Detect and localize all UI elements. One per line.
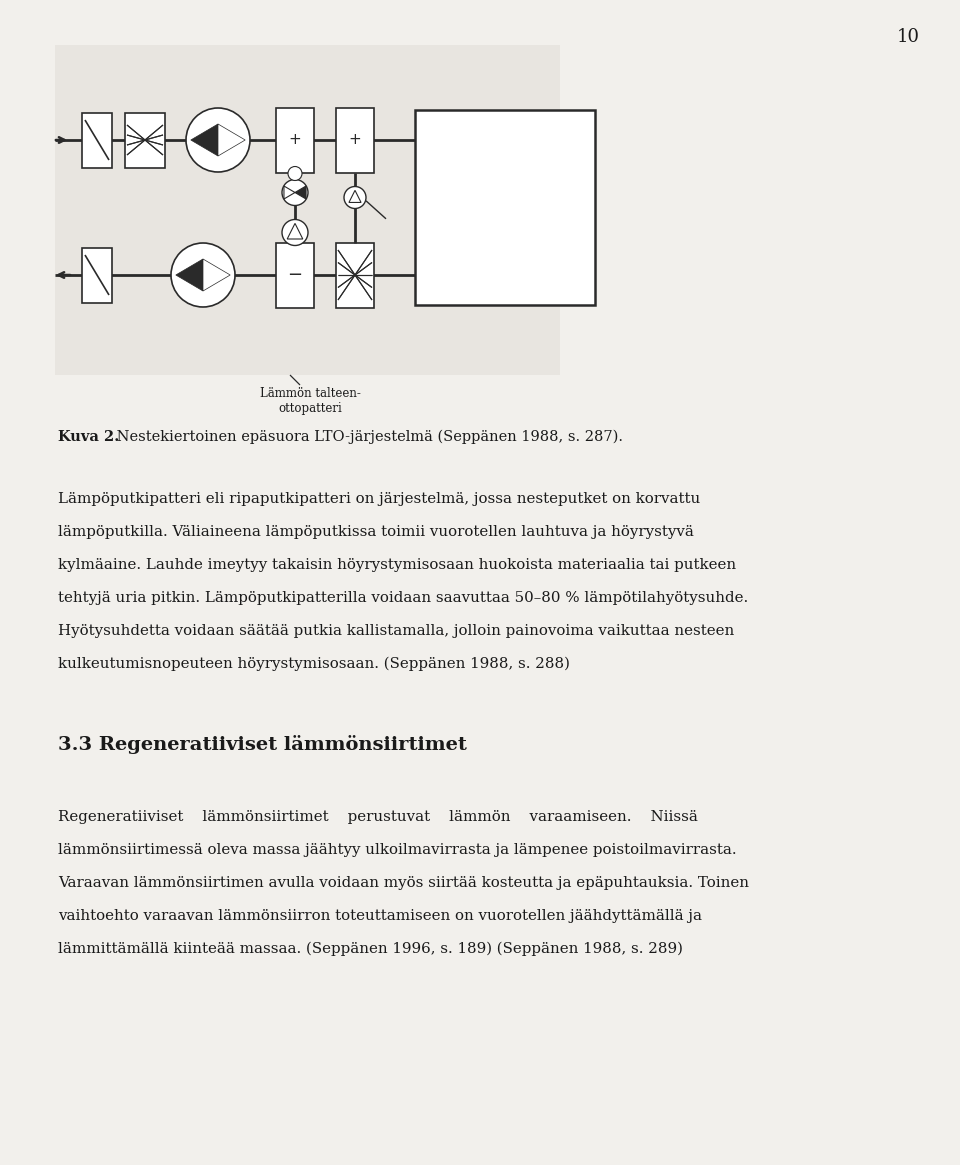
Ellipse shape — [282, 179, 308, 205]
Text: Kuva 2.: Kuva 2. — [58, 430, 119, 444]
Text: 10: 10 — [897, 28, 920, 45]
Ellipse shape — [344, 186, 366, 209]
Bar — [415, 110, 595, 305]
Text: −: − — [287, 266, 302, 284]
Bar — [55, 45, 560, 375]
Polygon shape — [295, 186, 306, 199]
Ellipse shape — [282, 219, 308, 246]
Bar — [336, 242, 374, 308]
Text: tehtyjä uria pitkin. Lämpöputkipatterilla voidaan saavuttaa 50–80 % lämpötilahyö: tehtyjä uria pitkin. Lämpöputkipatterill… — [58, 591, 748, 605]
Bar — [276, 242, 314, 308]
Text: kylmäaine. Lauhde imeytyy takaisin höyrystymisosaan huokoista materiaalia tai pu: kylmäaine. Lauhde imeytyy takaisin höyry… — [58, 558, 736, 572]
Text: Varaavan lämmönsiirtimen avulla voidaan myös siirtää kosteutta ja epäpuhtauksia.: Varaavan lämmönsiirtimen avulla voidaan … — [58, 876, 749, 890]
Text: Nestekiertoinen epäsuora LTO-järjestelmä (Seppänen 1988, s. 287).: Nestekiertoinen epäsuora LTO-järjestelmä… — [112, 430, 623, 444]
Text: +: + — [289, 133, 301, 148]
Text: Lämmön talteen-
ottopatteri: Lämmön talteen- ottopatteri — [259, 387, 360, 415]
Ellipse shape — [171, 243, 235, 308]
Polygon shape — [348, 190, 361, 203]
Ellipse shape — [186, 108, 250, 172]
Text: +: + — [348, 133, 361, 148]
Text: kulkeutumisnopeuteen höyrystymisosaan. (Seppänen 1988, s. 288): kulkeutumisnopeuteen höyrystymisosaan. (… — [58, 657, 570, 671]
Text: Regeneratiiviset    lämmönsiirtimet    perustuvat    lämmön    varaamiseen.    N: Regeneratiiviset lämmönsiirtimet perustu… — [58, 810, 698, 824]
Text: 3.3 Regeneratiiviset lämmönsiirtimet: 3.3 Regeneratiiviset lämmönsiirtimet — [58, 735, 467, 754]
Polygon shape — [191, 123, 218, 156]
Polygon shape — [218, 123, 245, 156]
Bar — [82, 247, 112, 303]
Text: lämmönsiirtimessä oleva massa jäähtyy ulkoilmavirrasta ja lämpenee poistoilmavir: lämmönsiirtimessä oleva massa jäähtyy ul… — [58, 843, 736, 857]
Text: Hyötysuhdetta voidaan säätää putkia kallistamalla, jolloin painovoima vaikuttaa : Hyötysuhdetta voidaan säätää putkia kall… — [58, 624, 734, 638]
Polygon shape — [287, 224, 302, 239]
Polygon shape — [203, 259, 230, 291]
Bar — [336, 107, 374, 172]
Text: lämpöputkilla. Väliaineena lämpöputkissa toimii vuorotellen lauhtuva ja höyrysty: lämpöputkilla. Väliaineena lämpöputkissa… — [58, 525, 694, 539]
Bar — [125, 113, 165, 168]
Bar — [82, 113, 112, 168]
Bar — [276, 107, 314, 172]
Text: lämmittämällä kiinteää massaa. (Seppänen 1996, s. 189) (Seppänen 1988, s. 289): lämmittämällä kiinteää massaa. (Seppänen… — [58, 942, 683, 956]
Polygon shape — [284, 186, 295, 199]
Text: Lämpöputkipatteri eli ripaputkipatteri on järjestelmä, jossa nesteputket on korv: Lämpöputkipatteri eli ripaputkipatteri o… — [58, 492, 700, 506]
Ellipse shape — [288, 167, 302, 181]
Text: vaihtoehto varaavan lämmönsiirron toteuttamiseen on vuorotellen jäähdyttämällä j: vaihtoehto varaavan lämmönsiirron toteut… — [58, 909, 702, 923]
Polygon shape — [176, 259, 203, 291]
